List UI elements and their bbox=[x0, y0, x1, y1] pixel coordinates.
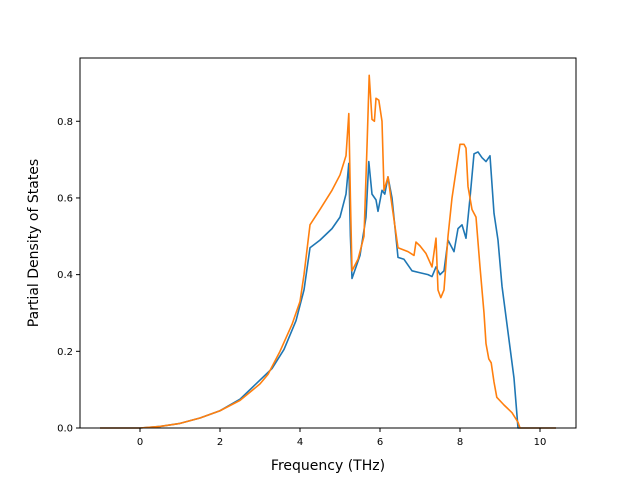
y-axis-ticks: 0.0 0.2 0.4 0.6 0.8 bbox=[57, 117, 80, 435]
x-tick-label: 10 bbox=[534, 437, 547, 448]
x-tick-label: 4 bbox=[297, 437, 303, 448]
x-tick-label: 2 bbox=[217, 437, 223, 448]
x-tick-label: 6 bbox=[377, 437, 383, 448]
y-axis-label: Partial Density of States bbox=[26, 159, 42, 327]
x-axis-ticks: 0 2 4 6 8 10 bbox=[137, 428, 547, 448]
x-tick-label: 0 bbox=[137, 437, 143, 448]
series-line-2 bbox=[100, 74, 556, 429]
y-tick-label: 0.8 bbox=[57, 117, 73, 128]
x-tick-label: 8 bbox=[457, 437, 463, 448]
y-tick-label: 0.6 bbox=[57, 193, 73, 204]
y-tick-label: 0.2 bbox=[57, 347, 73, 358]
y-tick-label: 0.0 bbox=[57, 424, 73, 435]
series-layer bbox=[100, 74, 556, 429]
plot-frame bbox=[79, 57, 577, 429]
x-axis-label: Frequency (THz) bbox=[271, 458, 385, 474]
y-tick-label: 0.4 bbox=[57, 270, 73, 281]
